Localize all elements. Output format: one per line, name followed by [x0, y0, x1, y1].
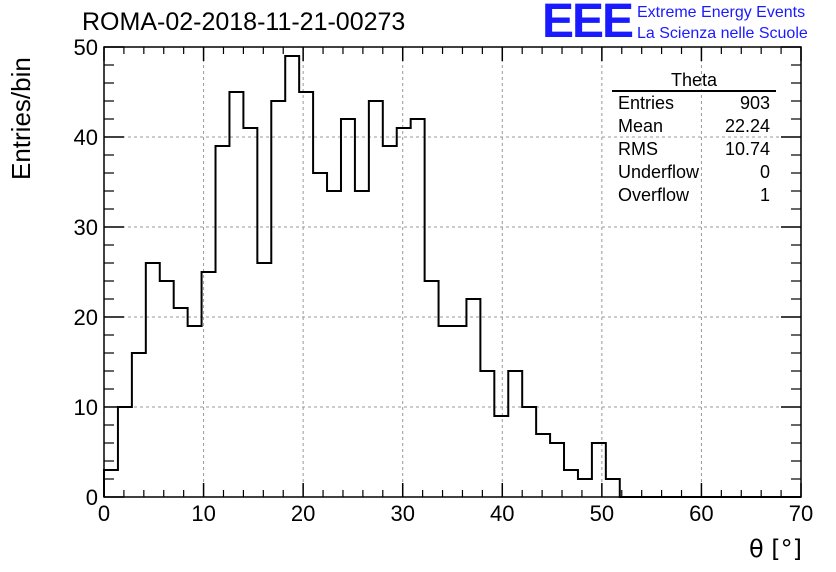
x-tick-label: 10	[191, 501, 215, 526]
x-tick-label: 0	[98, 501, 110, 526]
y-tick-label: 10	[74, 395, 98, 420]
plot-frame	[103, 46, 802, 498]
stats-label: RMS	[618, 139, 658, 159]
stats-row-mean: Mean 22.24	[612, 115, 776, 138]
y-tick-label: 30	[74, 215, 98, 240]
stats-label: Underflow	[618, 162, 700, 182]
stats-label: Mean	[618, 116, 664, 136]
theta-histogram-series	[103, 55, 801, 498]
y-tick-label: 20	[74, 305, 98, 330]
y-axis-label: Entries/bin	[6, 57, 36, 180]
x-axis-label: θ [°]	[748, 535, 802, 563]
chart-title: ROMA-02-2018-11-21-00273	[82, 8, 406, 36]
x-tick-label: 50	[590, 501, 614, 526]
y-tick-label: 50	[74, 35, 98, 60]
stats-row-rms: RMS 10.74	[612, 138, 776, 161]
stats-title: Theta	[612, 70, 776, 92]
y-tick-label: 0	[86, 485, 98, 510]
x-tick-label: 20	[291, 501, 315, 526]
stats-value: 0	[759, 162, 770, 182]
grid-lines	[104, 47, 801, 497]
axis-ticks	[103, 46, 802, 498]
stats-box: Theta Entries 903 Mean 22.24 RMS 10.74 U…	[612, 70, 776, 207]
x-tick-label: 60	[689, 501, 713, 526]
stats-value: 22.24	[724, 116, 770, 136]
stats-value: 10.74	[724, 139, 770, 159]
y-tick-label: 40	[74, 125, 98, 150]
logo-text-line2: La Scienza nelle Scuole	[637, 25, 808, 42]
stats-row-underflow: Underflow 0	[612, 161, 776, 184]
x-tick-label: 70	[789, 501, 813, 526]
stats-row-overflow: Overflow 1	[612, 184, 776, 207]
logo-text-line1: Extreme Energy Events	[637, 4, 806, 21]
stats-label: Entries	[618, 93, 675, 113]
eee-logo: EEE	[542, 0, 634, 48]
x-tick-label: 30	[390, 501, 414, 526]
x-tick-label: 40	[490, 501, 514, 526]
stats-value: 903	[739, 93, 770, 113]
stats-label: Overflow	[618, 185, 690, 205]
stats-value: 1	[759, 185, 770, 205]
stats-row-entries: Entries 903	[612, 92, 776, 115]
